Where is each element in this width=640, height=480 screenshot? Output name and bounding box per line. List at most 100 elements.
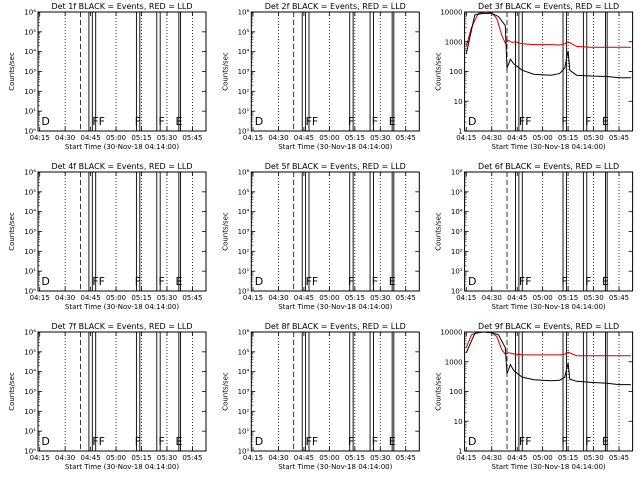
y-tick-label: 10²: [238, 408, 250, 416]
x-tick-label: 05:00: [533, 294, 553, 302]
y-tick-label: 10⁶: [24, 169, 36, 177]
y-tick-label: 10: [454, 98, 463, 106]
y-tick-label: 10⁴: [451, 208, 463, 216]
plot-area: D FF F F E: [41, 332, 193, 451]
x-tick-label: 04:45: [294, 454, 314, 462]
event-marker-label: F: [135, 275, 141, 288]
y-tick-label: 10³: [238, 228, 250, 236]
y-tick-label: 1: [458, 128, 462, 136]
x-axis-label: Start Time (30-Nov-18 04:14:00): [65, 463, 179, 471]
x-axis-label: Start Time (30-Nov-18 04:14:00): [278, 143, 392, 151]
y-tick-label: 10⁴: [24, 48, 36, 56]
y-tick-label: 10³: [451, 228, 463, 236]
event-marker-label: E: [389, 115, 396, 128]
y-tick-label: 10⁵: [24, 188, 36, 196]
event-marker-label: F: [158, 435, 164, 448]
x-tick-label: 05:45: [396, 134, 416, 142]
x-tick-label: 04:15: [243, 454, 263, 462]
x-axis-label: Start Time (30-Nov-18 04:14:00): [492, 463, 606, 471]
detector-panel: Det 6f BLACK = Events, RED = LLD Counts/s…: [435, 162, 634, 311]
event-marker-label: D: [255, 435, 263, 448]
x-tick-label: 04:30: [55, 134, 75, 142]
x-tick-label: 05:30: [157, 454, 177, 462]
y-tick-label: 100: [449, 68, 462, 76]
event-marker-label: F: [135, 115, 141, 128]
x-tick-label: 05:15: [131, 294, 151, 302]
y-axis-label: Counts/sec: [8, 372, 16, 411]
plot-area: D FF F F E: [465, 12, 631, 131]
event-marker-label: F: [372, 115, 378, 128]
event-marker-label: E: [602, 435, 609, 448]
y-tick-label: 10²: [24, 408, 36, 416]
detector-panel: Det 4f BLACK = Events, RED = LLD Counts/s…: [8, 162, 207, 311]
y-tick-label: 10000: [440, 329, 462, 337]
chart-title: Det 7f BLACK = Events, RED = LLD: [51, 322, 192, 331]
event-marker-label: D: [255, 115, 263, 128]
x-tick-label: 05:00: [319, 134, 339, 142]
x-tick-label: 05:45: [396, 454, 416, 462]
event-marker-label: FF: [519, 435, 532, 448]
y-tick-label: 1: [458, 448, 462, 456]
event-marker-label: E: [175, 435, 182, 448]
y-tick-label: 10⁶: [238, 169, 250, 177]
y-tick-label: 10³: [24, 388, 36, 396]
y-tick-label: 10²: [24, 248, 36, 256]
event-marker-label: FF: [306, 115, 319, 128]
detector-panel: Det 2f BLACK = Events, RED = LLD Counts/s…: [221, 2, 420, 151]
event-marker-label: FF: [306, 435, 319, 448]
y-tick-label: 10: [454, 418, 463, 426]
x-tick-label: 05:00: [106, 294, 126, 302]
x-tick-label: 04:30: [482, 134, 502, 142]
plot-area: D FF F F E: [255, 172, 407, 291]
x-tick-label: 04:45: [294, 134, 314, 142]
x-tick-label: 04:30: [268, 294, 288, 302]
y-tick-label: 10⁰: [238, 448, 250, 456]
event-marker-label: F: [561, 435, 567, 448]
y-tick-label: 10⁶: [24, 9, 36, 17]
y-tick-label: 1000: [445, 38, 463, 46]
y-tick-label: 10⁴: [24, 368, 36, 376]
y-tick-label: 10⁰: [238, 288, 250, 296]
y-tick-label: 10¹: [238, 428, 250, 436]
x-tick-label: 04:30: [268, 454, 288, 462]
x-tick-label: 05:45: [609, 294, 629, 302]
plot-area: D FF F F E: [255, 12, 407, 131]
y-tick-label: 10⁵: [238, 348, 250, 356]
y-tick-label: 10⁶: [451, 169, 463, 177]
event-marker-label: F: [585, 435, 591, 448]
y-tick-label: 10⁶: [24, 329, 36, 337]
x-tick-label: 04:15: [30, 454, 50, 462]
event-marker-label: E: [175, 275, 182, 288]
x-tick-label: 05:45: [182, 294, 202, 302]
y-tick-label: 10³: [238, 68, 250, 76]
x-tick-label: 05:00: [319, 294, 339, 302]
y-tick-label: 10¹: [24, 428, 36, 436]
x-tick-label: 05:45: [609, 134, 629, 142]
y-tick-label: 10¹: [24, 108, 36, 116]
y-tick-label: 1000: [445, 358, 463, 366]
y-tick-label: 10²: [238, 88, 250, 96]
event-marker-label: F: [561, 275, 567, 288]
x-tick-label: 05:30: [370, 454, 390, 462]
x-tick-label: 04:15: [243, 294, 263, 302]
y-axis-label: Counts/sec: [435, 372, 443, 411]
series-line-events: [465, 332, 631, 386]
x-tick-label: 05:45: [609, 454, 629, 462]
event-marker-label: F: [158, 275, 164, 288]
x-axis-label: Start Time (30-Nov-18 04:14:00): [65, 143, 179, 151]
event-marker-label: F: [348, 435, 354, 448]
event-marker-label: E: [602, 275, 609, 288]
x-tick-label: 05:30: [583, 134, 603, 142]
event-marker-label: F: [561, 115, 567, 128]
y-tick-label: 10⁴: [238, 208, 250, 216]
x-axis-label: Start Time (30-Nov-18 04:14:00): [65, 303, 179, 311]
x-axis-label: Start Time (30-Nov-18 04:14:00): [492, 303, 606, 311]
x-tick-label: 04:45: [507, 134, 527, 142]
y-tick-label: 10⁶: [238, 9, 250, 17]
chart-title: Det 3f BLACK = Events, RED = LLD: [478, 2, 619, 11]
y-tick-label: 10⁰: [451, 288, 463, 296]
event-marker-label: FF: [92, 275, 105, 288]
x-tick-label: 04:30: [55, 294, 75, 302]
x-tick-label: 04:15: [456, 134, 476, 142]
